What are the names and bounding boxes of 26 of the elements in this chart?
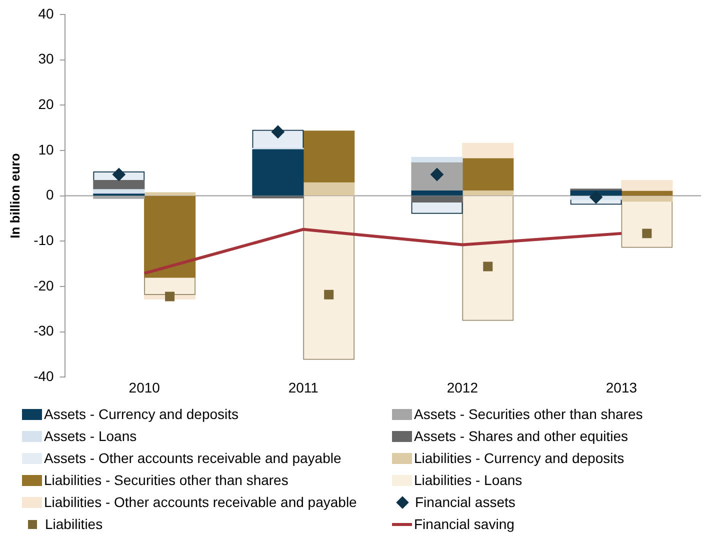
legend-label: Assets - Loans <box>44 428 137 444</box>
legend-label: Assets - Securities other than shares <box>414 406 643 422</box>
y-tick-label: 20 <box>38 96 54 112</box>
legend-label: Liabilities - Securities other than shares <box>44 472 288 488</box>
legend-label: Assets - Shares and other equities <box>414 428 628 444</box>
x-tick-label: 2012 <box>446 379 478 396</box>
x-tick-label: 2010 <box>128 379 160 396</box>
y-tick-label: -10 <box>34 232 54 248</box>
legend-label: Financial assets <box>415 494 516 510</box>
legend-label: Liabilities <box>45 516 103 532</box>
y-tick-label: -30 <box>34 322 54 339</box>
y-tick-label: 10 <box>38 141 54 158</box>
legend-label: Assets - Other accounts receivable and payable <box>44 450 342 466</box>
y-tick-label: -40 <box>34 368 54 384</box>
legend-label: Assets - Currency and deposits <box>44 406 239 422</box>
legend-label: Liabilities - Currency and deposits <box>414 450 624 466</box>
y-tick-label: 40 <box>38 5 54 22</box>
x-tick-label: 2011 <box>288 379 319 396</box>
legend-label: Liabilities - Loans <box>414 472 522 488</box>
x-tick-label: 2013 <box>606 379 638 396</box>
legend-label: Financial saving <box>414 516 514 532</box>
y-tick-label: 0 <box>46 186 54 203</box>
legend-label: Liabilities - Other accounts receivable and payable <box>44 494 357 510</box>
y-tick-label: 30 <box>38 50 54 67</box>
y-axis-title: In billion euro <box>7 153 22 238</box>
y-tick-label: -20 <box>34 277 54 294</box>
